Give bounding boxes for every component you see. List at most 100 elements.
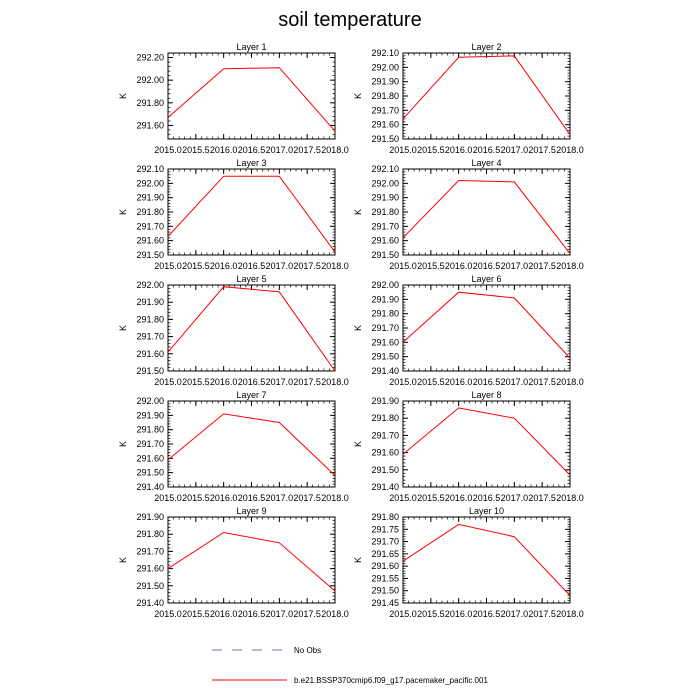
x-tick-label: 2016.0 xyxy=(210,609,238,619)
x-tick-label: 2017.5 xyxy=(528,609,556,619)
x-tick-label: 2016.5 xyxy=(473,145,501,155)
x-tick-label: 2017.0 xyxy=(501,609,529,619)
x-tick-label: 2017.5 xyxy=(528,261,556,271)
y-tick-label: 291.60 xyxy=(136,453,164,463)
y-tick-label: 291.50 xyxy=(136,250,164,260)
figure-title: soil temperature xyxy=(278,9,421,31)
x-tick-label: 2016.0 xyxy=(445,493,473,503)
y-tick-label: 291.70 xyxy=(371,105,399,115)
y-tick-label: 291.70 xyxy=(371,221,399,231)
x-tick-label: 2015.0 xyxy=(389,377,417,387)
x-tick-label: 2017.0 xyxy=(501,261,529,271)
y-tick-label: 291.50 xyxy=(136,468,164,478)
y-tick-label: 291.50 xyxy=(371,134,399,144)
y-tick-label: 292.00 xyxy=(136,396,164,406)
x-tick-label: 2017.0 xyxy=(266,261,294,271)
x-tick-label: 2016.0 xyxy=(445,609,473,619)
y-tick-label: 291.90 xyxy=(136,410,164,420)
y-tick-label: 292.00 xyxy=(136,280,164,290)
x-tick-label: 2016.5 xyxy=(473,493,501,503)
panel-y-axis-label: K xyxy=(353,441,363,447)
y-tick-label: 291.65 xyxy=(371,549,399,559)
panel-title: Layer 4 xyxy=(471,158,501,168)
panel-title: Layer 7 xyxy=(236,390,266,400)
x-tick-label: 2016.0 xyxy=(445,261,473,271)
x-tick-label: 2016.5 xyxy=(473,377,501,387)
y-tick-label: 291.75 xyxy=(371,524,399,534)
y-tick-label: 291.90 xyxy=(136,297,164,307)
y-tick-label: 291.40 xyxy=(371,366,399,376)
y-tick-label: 291.80 xyxy=(136,314,164,324)
panel-y-axis-label: K xyxy=(118,557,128,563)
x-tick-label: 2017.5 xyxy=(293,261,321,271)
y-tick-label: 292.20 xyxy=(136,53,164,63)
x-tick-label: 2015.0 xyxy=(154,145,182,155)
y-tick-label: 291.80 xyxy=(136,529,164,539)
y-tick-label: 292.10 xyxy=(371,164,399,174)
panel-frame xyxy=(402,516,571,604)
y-tick-label: 291.80 xyxy=(371,512,399,522)
series-line xyxy=(167,175,336,253)
panel-y-axis-label: K xyxy=(118,441,128,447)
y-tick-label: 291.90 xyxy=(371,396,399,406)
y-tick-label: 291.50 xyxy=(371,352,399,362)
panel-title: Layer 2 xyxy=(471,42,501,52)
y-tick-label: 291.45 xyxy=(371,598,399,608)
y-tick-label: 291.70 xyxy=(371,323,399,333)
legend: No Obs b.e21.BSSP370cmip6.f09_g17.pacema… xyxy=(212,646,488,685)
series-line xyxy=(402,55,571,135)
y-tick-label: 291.55 xyxy=(371,573,399,583)
x-tick-label: 2017.0 xyxy=(266,493,294,503)
y-tick-label: 291.70 xyxy=(136,221,164,231)
x-tick-label: 2017.5 xyxy=(293,145,321,155)
panel-frame xyxy=(167,284,336,372)
y-tick-label: 291.80 xyxy=(371,91,399,101)
y-tick-label: 291.50 xyxy=(136,366,164,376)
x-tick-label: 2016.5 xyxy=(238,609,266,619)
x-tick-label: 2016.0 xyxy=(210,261,238,271)
y-tick-label: 291.60 xyxy=(371,120,399,130)
panel-frame xyxy=(167,400,336,488)
y-tick-label: 291.60 xyxy=(136,236,164,246)
series-line xyxy=(402,523,571,596)
y-tick-label: 291.40 xyxy=(136,598,164,608)
series-line xyxy=(402,291,571,359)
y-tick-label: 291.50 xyxy=(371,250,399,260)
x-tick-label: 2015.0 xyxy=(389,609,417,619)
x-tick-label: 2017.0 xyxy=(266,377,294,387)
panel-y-axis-label: K xyxy=(353,93,363,99)
y-tick-label: 292.00 xyxy=(136,178,164,188)
panel-title: Layer 10 xyxy=(469,506,504,516)
x-tick-label: 2017.5 xyxy=(293,609,321,619)
x-tick-label: 2018.0 xyxy=(556,377,584,387)
x-tick-label: 2015.0 xyxy=(154,609,182,619)
y-tick-label: 292.10 xyxy=(371,48,399,58)
x-tick-label: 2016.5 xyxy=(238,493,266,503)
y-tick-label: 291.80 xyxy=(371,207,399,217)
y-tick-label: 291.40 xyxy=(371,482,399,492)
x-tick-label: 2016.5 xyxy=(238,261,266,271)
x-tick-label: 2017.5 xyxy=(293,377,321,387)
panel-title: Layer 1 xyxy=(236,42,266,52)
x-tick-label: 2016.5 xyxy=(473,261,501,271)
x-tick-label: 2016.0 xyxy=(210,377,238,387)
x-tick-label: 2018.0 xyxy=(556,145,584,155)
x-tick-label: 2015.5 xyxy=(182,493,210,503)
x-tick-label: 2018.0 xyxy=(321,493,349,503)
y-tick-label: 291.60 xyxy=(136,120,164,130)
y-tick-label: 291.90 xyxy=(371,193,399,203)
x-tick-label: 2016.5 xyxy=(238,145,266,155)
x-tick-label: 2017.5 xyxy=(528,145,556,155)
x-tick-label: 2017.0 xyxy=(501,493,529,503)
x-tick-label: 2015.5 xyxy=(182,377,210,387)
y-tick-label: 291.70 xyxy=(136,439,164,449)
panel-frame xyxy=(167,168,336,256)
